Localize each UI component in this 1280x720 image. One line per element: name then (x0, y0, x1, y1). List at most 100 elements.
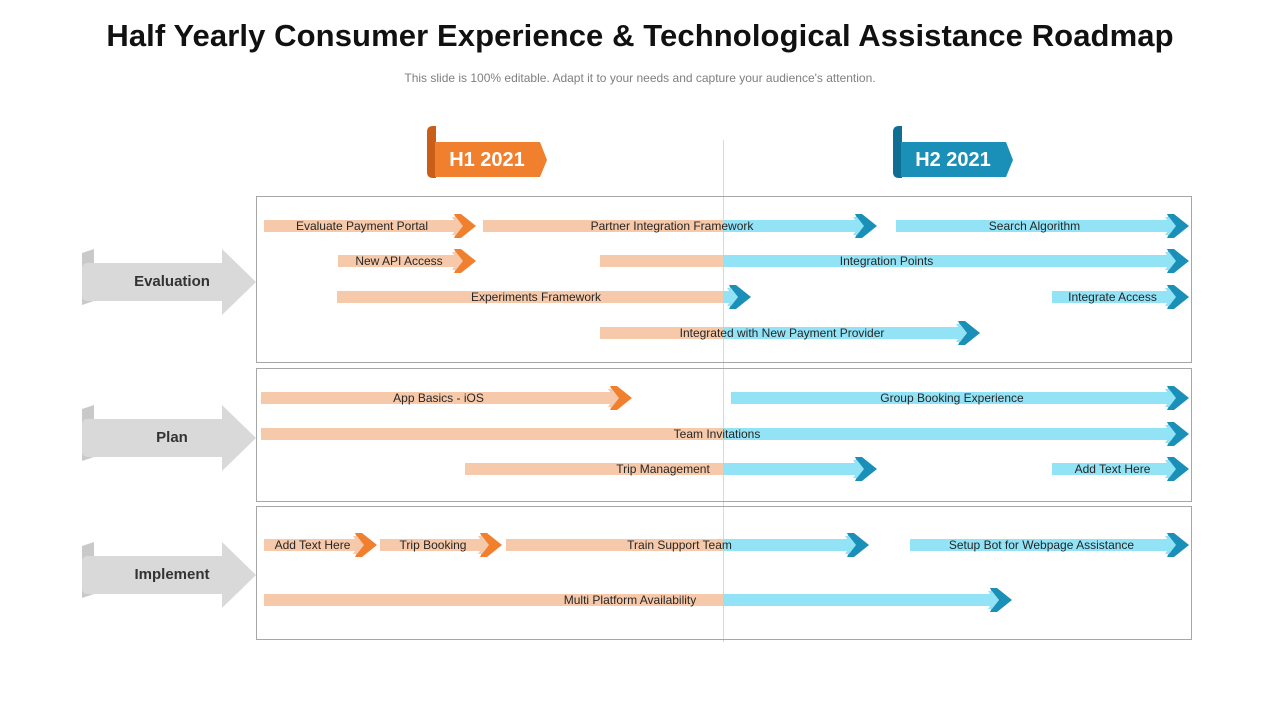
task-bar-h1-segment (264, 220, 462, 232)
task-bar-arrowhead-inner (727, 288, 738, 306)
task-bar-arrowhead (847, 533, 869, 557)
task-bar: Team Invitations (261, 420, 1189, 448)
task-bar: Trip Booking (380, 531, 502, 559)
task-bar-graphic (483, 214, 877, 238)
task-bar: Integration Points (600, 247, 1189, 275)
task-bar-h1-segment (465, 463, 723, 475)
task-bar-arrowhead-inner (853, 217, 864, 235)
task-bar-arrowhead-inner (608, 389, 619, 407)
task-bar-h1-segment (380, 539, 488, 551)
plan-stage-arrow: Plan (82, 405, 257, 473)
task-bar-graphic (465, 457, 877, 481)
page-title: Half Yearly Consumer Experience & Techno… (106, 18, 1174, 53)
task-label: Integrate Access (1068, 290, 1157, 304)
task-bar: App Basics - iOS (261, 384, 632, 412)
plan-stage-label: Plan (156, 429, 188, 446)
task-bar-h1-segment (337, 291, 723, 303)
task-bar-h1-segment (600, 327, 723, 339)
task-bar-h2-segment (723, 539, 855, 551)
h1-tag-fold (427, 126, 436, 178)
h2-tag-body (901, 142, 1013, 177)
task-bar: Add Text Here (264, 531, 377, 559)
task-bar-h2-segment (1052, 463, 1175, 475)
task-bar: New API Access (338, 247, 476, 275)
task-bar-arrowhead-inner (1165, 288, 1176, 306)
task-bar-graphic (731, 386, 1189, 410)
task-bar-h1-segment (264, 594, 723, 606)
task-bar: Integrated with New Payment Provider (600, 319, 980, 347)
task-label: Experiments Framework (470, 290, 602, 304)
task-label: Train Support Team (627, 538, 732, 552)
task-bar-graphic (506, 533, 869, 557)
task-bar-arrowhead (454, 249, 476, 273)
task-bar: Setup Bot for Webpage Assistance (910, 531, 1189, 559)
task-bar: Group Booking Experience (731, 384, 1189, 412)
task-bar-h2-segment (1052, 291, 1175, 303)
task-bar: Search Algorithm (896, 212, 1189, 240)
task-bar-h2-segment (731, 392, 1175, 404)
task-bar-h1-segment (264, 539, 363, 551)
task-bar-h1-segment (506, 539, 723, 551)
implement-stage-arrow: Implement (82, 542, 257, 610)
task-bar-h2-segment (723, 463, 863, 475)
evaluation-stage-label: Evaluation (134, 273, 210, 290)
task-bar-h2-segment (896, 220, 1175, 232)
task-bar: Trip Management (465, 455, 877, 483)
task-bar-arrowhead (610, 386, 632, 410)
task-bar-arrowhead (729, 285, 751, 309)
task-bar-graphic (910, 533, 1189, 557)
task-bar-graphic (896, 214, 1189, 238)
task-bar-arrowhead (1167, 533, 1189, 557)
task-bar-arrowhead (990, 588, 1012, 612)
task-bar-graphic (600, 321, 980, 345)
task-bar-arrowhead (1167, 285, 1189, 309)
task-bar-arrowhead (855, 214, 877, 238)
task-label: Partner Integration Framework (590, 219, 754, 233)
half-divider (723, 140, 724, 642)
task-bar-arrowhead (454, 214, 476, 238)
task-bar-graphic (264, 214, 476, 238)
task-bar-arrowhead-inner (845, 536, 856, 554)
task-bar: Train Support Team (506, 531, 869, 559)
h2-2021-label: H2 2021 (915, 149, 991, 171)
task-bar-h2-segment (723, 594, 998, 606)
task-bar-graphic (600, 249, 1189, 273)
task-bar-arrowhead (958, 321, 980, 345)
task-bar-arrowhead-inner (988, 591, 999, 609)
task-bar-arrowhead-inner (1165, 425, 1176, 443)
task-bar: Experiments Framework (337, 283, 751, 311)
plan-panel (256, 368, 1192, 502)
task-bar-arrowhead-inner (1165, 536, 1176, 554)
task-bar-h1-segment (600, 255, 723, 267)
task-bar-graphic (1052, 457, 1189, 481)
task-label: New API Access (355, 254, 443, 268)
task-bar-arrowhead (355, 533, 377, 557)
task-bar-graphic (264, 588, 1012, 612)
task-bar-arrowhead (1167, 214, 1189, 238)
evaluation-stage-arrow: Evaluation (82, 249, 257, 317)
task-label: Trip Management (616, 462, 710, 476)
task-bar-arrowhead (1167, 386, 1189, 410)
page-subtitle: This slide is 100% editable. Adapt it to… (404, 71, 876, 85)
task-bar-h1-segment (261, 392, 618, 404)
task-bar-arrowhead (480, 533, 502, 557)
task-bar-h2-segment (723, 327, 966, 339)
task-bar-arrowhead-inner (353, 536, 364, 554)
task-bar-graphic (261, 386, 632, 410)
task-label: App Basics - iOS (393, 391, 484, 405)
implement-panel (256, 506, 1192, 640)
task-bar-h2-segment (723, 428, 1175, 440)
task-bar-h1-segment (483, 220, 723, 232)
task-bar-arrowhead (1167, 422, 1189, 446)
task-bar-h2-segment (910, 539, 1175, 551)
task-bar-graphic (380, 533, 502, 557)
task-label: Add Text Here (1074, 462, 1151, 476)
task-bar-h1-segment (338, 255, 462, 267)
task-bar-arrowhead-inner (478, 536, 489, 554)
task-label: Trip Booking (399, 538, 467, 552)
task-bar: Evaluate Payment Portal (264, 212, 476, 240)
task-bar-arrowhead-inner (452, 217, 463, 235)
task-bar-arrowhead-inner (1165, 217, 1176, 235)
evaluation-panel (256, 196, 1192, 363)
task-bar-arrowhead (855, 457, 877, 481)
